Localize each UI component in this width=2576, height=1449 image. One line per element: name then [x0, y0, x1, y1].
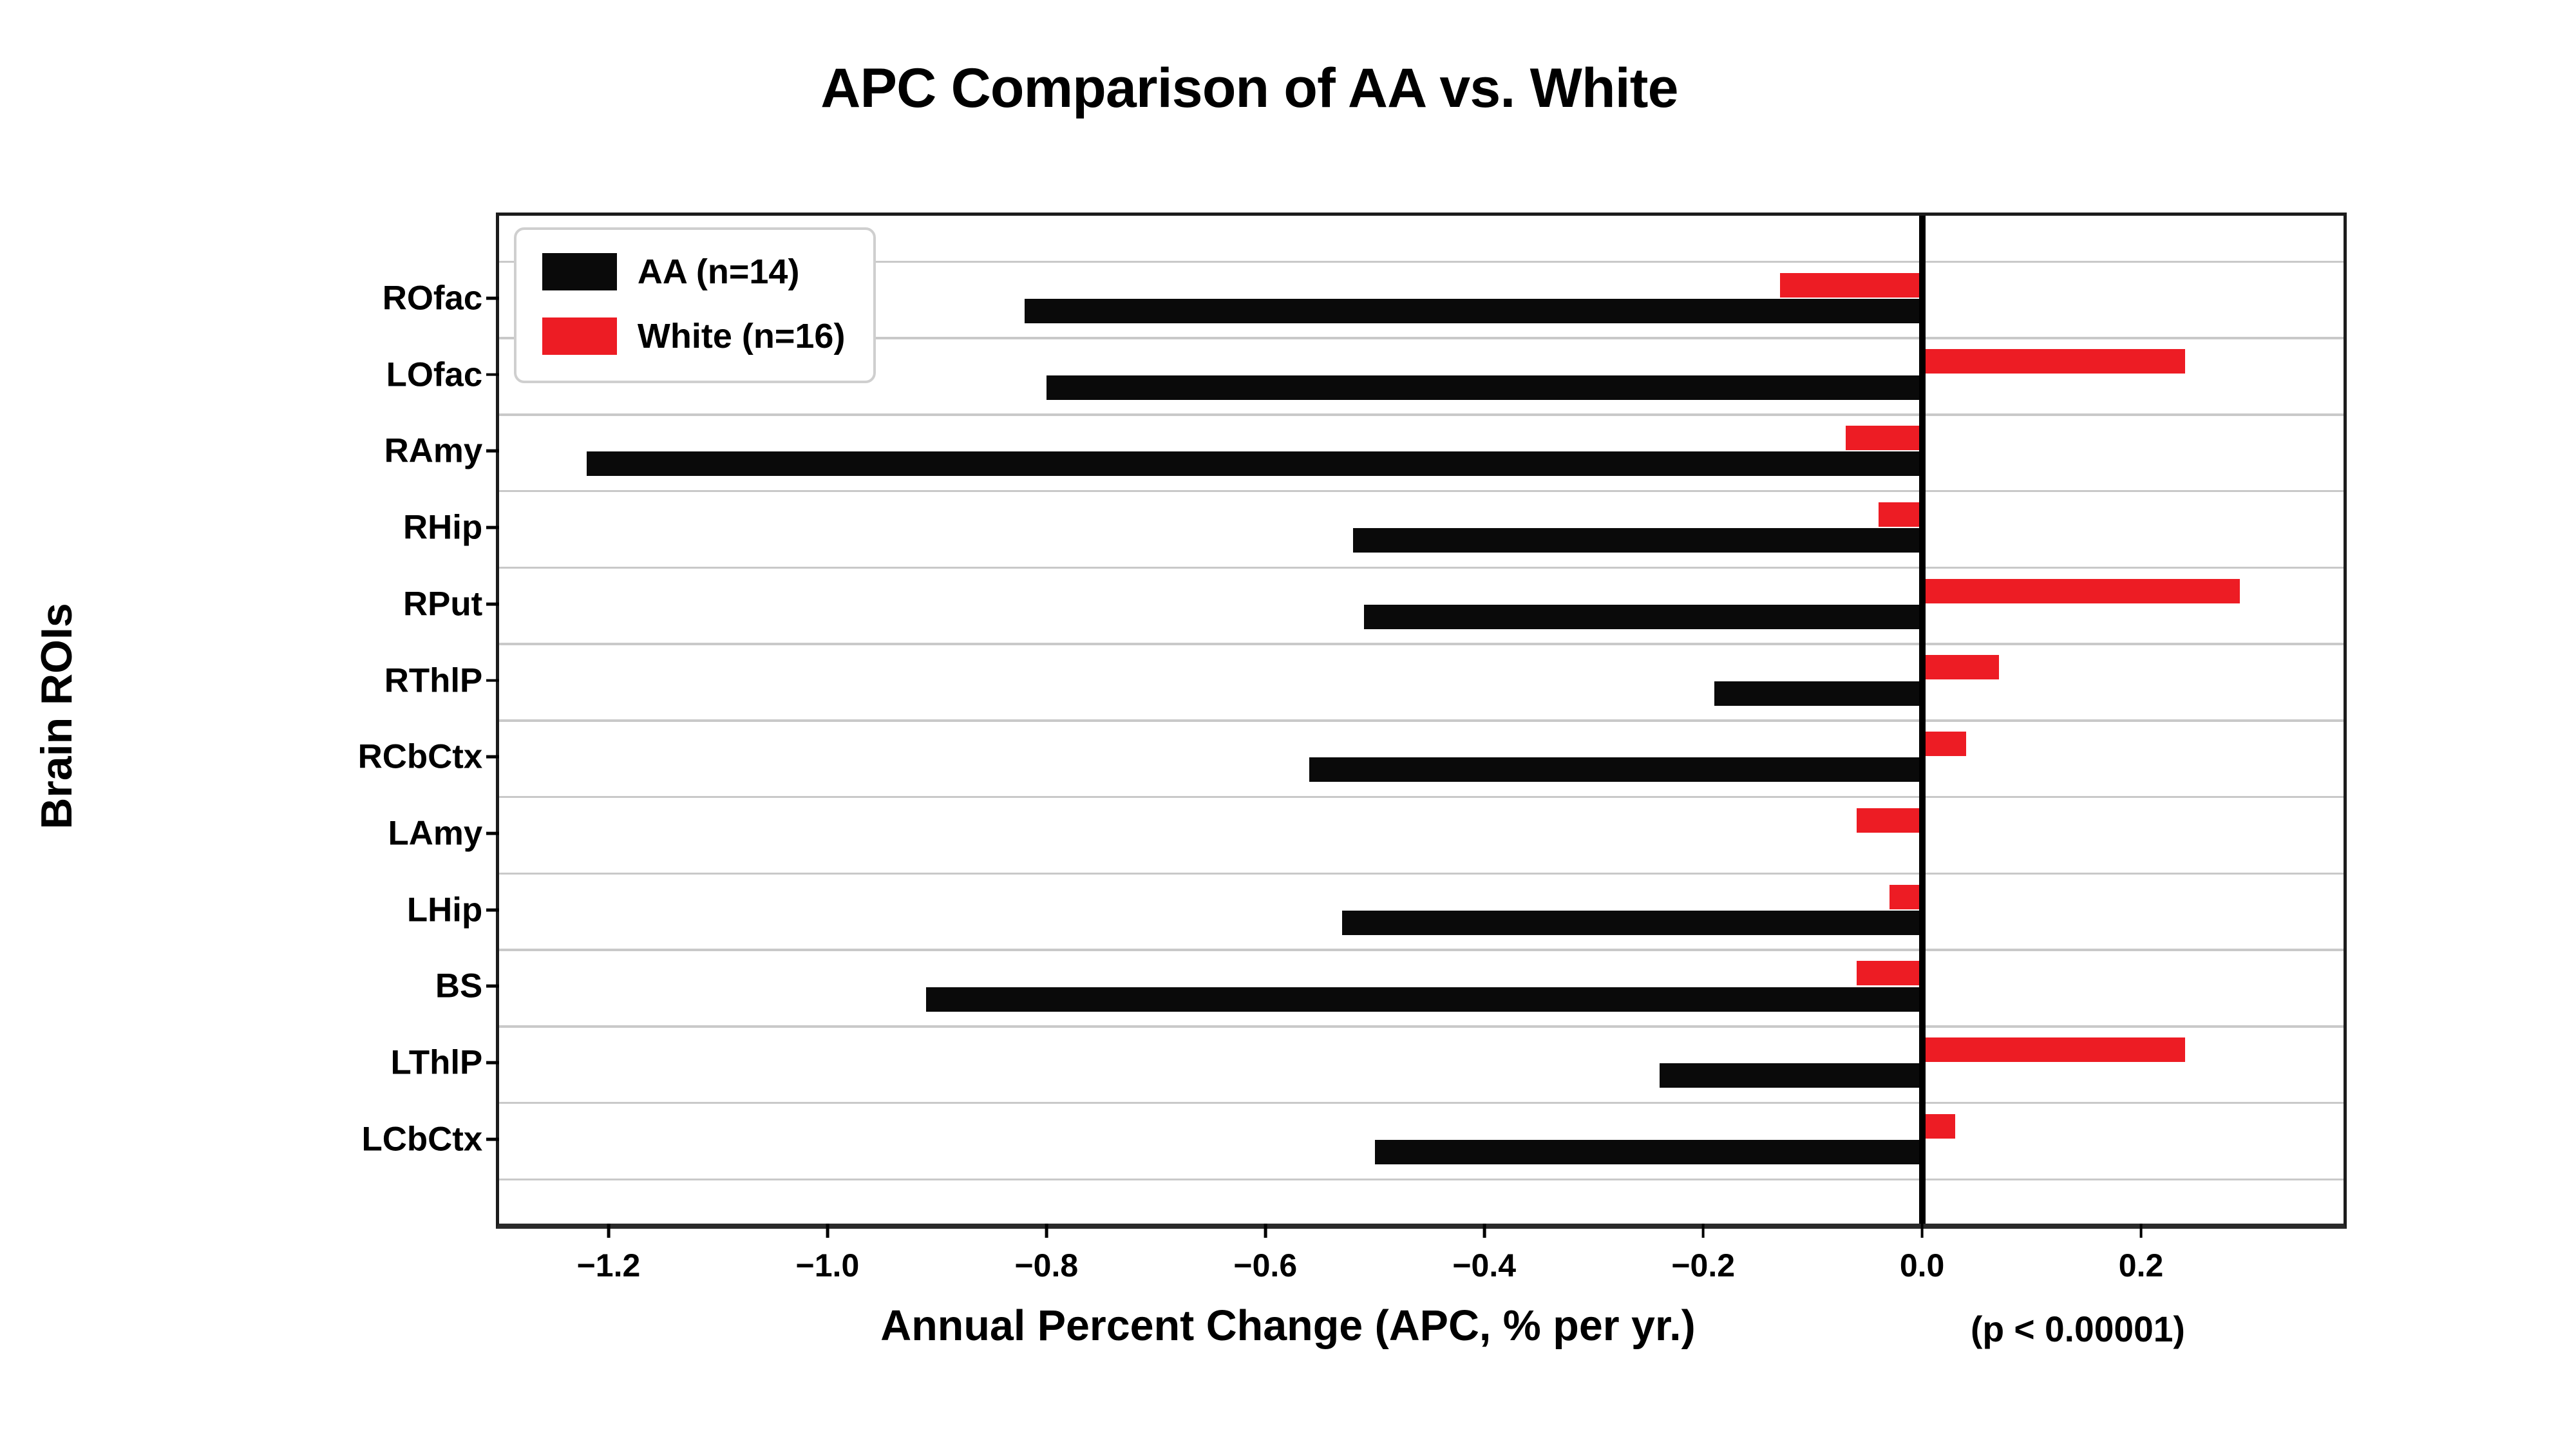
y-cat-label-RCbCtx: RCbCtx — [357, 737, 483, 776]
x-tick-−0.6 — [1264, 1223, 1267, 1238]
y-tick-ROfac — [486, 296, 499, 300]
y-tick-LThlP — [486, 1061, 499, 1065]
x-tick-0.0 — [1920, 1223, 1924, 1238]
bar-white-RCbCtx — [1922, 732, 1966, 757]
legend-swatch-white — [542, 317, 617, 355]
bar-aa-LOfac — [1046, 375, 1922, 400]
bar-white-RHip — [1878, 502, 1922, 527]
zero-line — [1918, 215, 1926, 1224]
bar-aa-LCbCtx — [1374, 1140, 1922, 1165]
bar-aa-RThlP — [1714, 681, 1922, 706]
x-tick-label-−1.2: −1.2 — [576, 1247, 641, 1283]
bar-white-RThlP — [1922, 655, 1999, 680]
y-tick-LCbCtx — [486, 1137, 499, 1141]
y-cat-label-ROfac: ROfac — [382, 279, 483, 317]
bar-aa-RAmy — [586, 451, 1922, 477]
plot-area: AA (n=14) White (n=16) ROfac LOfac RAmy RHi… — [358, 212, 2347, 1283]
bar-white-BS — [1856, 961, 1922, 986]
bar-white-RAmy — [1845, 426, 1922, 451]
y-cat-label-RHip: RHip — [403, 508, 483, 547]
p-value-annotation: (p < 0.00001) — [1971, 1309, 2185, 1349]
gridline — [499, 337, 2344, 339]
bar-white-LCbCtx — [1922, 1113, 1955, 1139]
y-axis-label: Brain ROIs — [32, 602, 81, 829]
gridline — [499, 489, 2344, 493]
gridline — [499, 1101, 2344, 1104]
bar-white-LHip — [1889, 884, 1922, 909]
gridline — [499, 413, 2344, 416]
gridline — [499, 795, 2344, 799]
x-tick-label-−0.8: −0.8 — [1014, 1247, 1079, 1283]
bar-white-RPut — [1922, 578, 2240, 603]
y-tick-RPut — [486, 602, 499, 606]
legend-item-aa: AA (n=14) — [542, 252, 846, 292]
bar-white-ROfac — [1779, 272, 1922, 298]
bar-aa-RPut — [1363, 604, 1922, 629]
y-cat-label-BS: BS — [435, 967, 483, 1005]
y-cat-label-RPut: RPut — [403, 585, 483, 623]
legend-label-white: White (n=16) — [637, 317, 846, 356]
x-tick-−0.2 — [1701, 1223, 1705, 1238]
y-tick-LOfac — [486, 373, 499, 376]
gridline — [499, 260, 2344, 263]
gridline — [499, 643, 2344, 645]
gridline — [499, 949, 2344, 951]
x-tick-label-−0.6: −0.6 — [1233, 1247, 1298, 1283]
y-cat-label-RThlP: RThlP — [384, 661, 483, 699]
x-tick-label-−1.0: −1.0 — [795, 1247, 860, 1283]
y-tick-RAmy — [486, 449, 499, 453]
bar-white-LOfac — [1922, 349, 2185, 374]
bar-white-LAmy — [1856, 808, 1922, 833]
y-tick-LAmy — [486, 831, 499, 835]
bar-aa-ROfac — [1024, 298, 1922, 323]
gridline — [499, 719, 2344, 722]
y-tick-RThlP — [486, 679, 499, 682]
y-tick-RHip — [486, 526, 499, 529]
x-tick-label-0.0: 0.0 — [1899, 1247, 1945, 1283]
y-tick-RCbCtx — [486, 755, 499, 759]
legend-swatch-aa — [542, 253, 617, 291]
gridline — [499, 872, 2344, 875]
x-tick-−1.2 — [607, 1223, 611, 1238]
x-tick-label-0.2: 0.2 — [2118, 1247, 2164, 1283]
y-tick-LHip — [486, 908, 499, 912]
bar-aa-LThlP — [1659, 1063, 1922, 1088]
x-tick-−1.0 — [826, 1223, 829, 1238]
gridline — [499, 1025, 2344, 1028]
x-tick-0.2 — [2139, 1223, 2143, 1238]
x-axis-label: Annual Percent Change (APC, % per yr.) — [880, 1302, 1696, 1350]
x-tick-label-−0.2: −0.2 — [1671, 1247, 1736, 1283]
bar-white-LThlP — [1922, 1037, 2185, 1063]
y-cat-label-LOfac: LOfac — [386, 355, 483, 393]
y-cat-label-LThlP: LThlP — [390, 1043, 483, 1082]
chart-title: APC Comparison of AA vs. White — [820, 57, 1678, 119]
bar-aa-RCbCtx — [1309, 757, 1922, 782]
y-cat-label-RAmy: RAmy — [384, 431, 483, 470]
legend-item-white: White (n=16) — [542, 316, 846, 356]
y-cat-label-LHip: LHip — [406, 891, 483, 929]
x-tick-−0.4 — [1482, 1223, 1486, 1238]
y-cat-label-LCbCtx: LCbCtx — [361, 1120, 483, 1159]
gridline — [499, 1178, 2344, 1181]
x-tick-label-−0.4: −0.4 — [1452, 1247, 1517, 1283]
y-cat-label-LAmy: LAmy — [388, 814, 483, 853]
legend-label-aa: AA (n=14) — [637, 252, 800, 292]
x-tick-−0.8 — [1045, 1223, 1048, 1238]
bar-aa-LHip — [1341, 910, 1922, 935]
legend: AA (n=14) White (n=16) — [513, 227, 876, 384]
gridline — [499, 566, 2344, 569]
y-tick-BS — [486, 985, 499, 988]
bar-aa-RHip — [1352, 528, 1922, 553]
bar-aa-BS — [925, 987, 1922, 1012]
